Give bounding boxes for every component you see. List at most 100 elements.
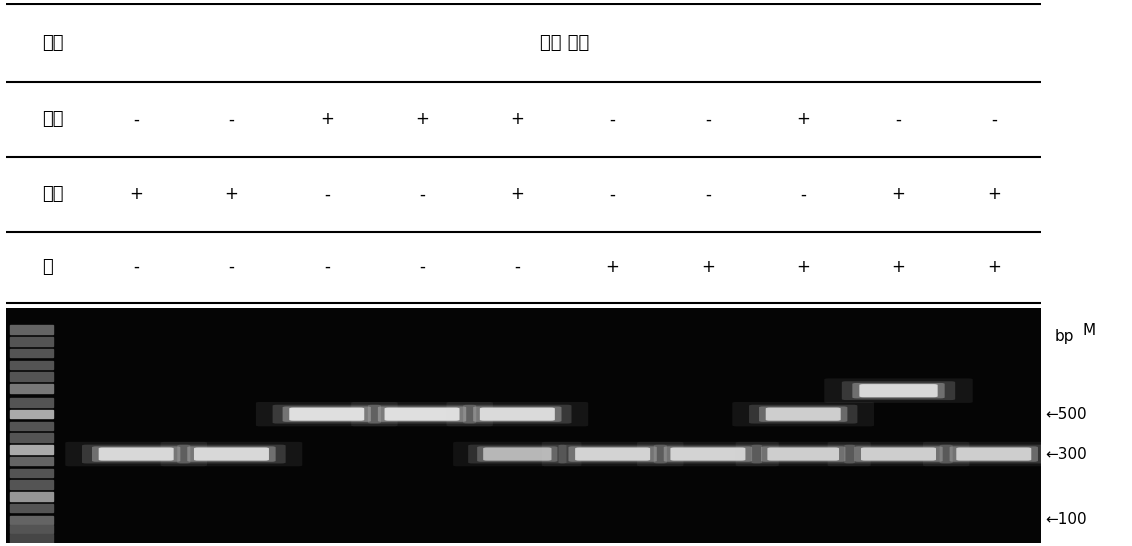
- FancyBboxPatch shape: [469, 444, 566, 464]
- Text: -: -: [800, 186, 806, 204]
- Bar: [9, 457, 53, 465]
- Bar: [9, 325, 53, 334]
- FancyBboxPatch shape: [568, 446, 657, 462]
- FancyBboxPatch shape: [478, 446, 557, 462]
- Text: 연육: 연육: [42, 110, 63, 128]
- FancyBboxPatch shape: [940, 444, 1048, 464]
- FancyBboxPatch shape: [575, 448, 650, 461]
- FancyBboxPatch shape: [855, 446, 943, 462]
- Bar: [9, 337, 53, 346]
- Text: +: +: [415, 110, 429, 128]
- Bar: [1077, 515, 1121, 524]
- FancyBboxPatch shape: [844, 444, 953, 464]
- Text: +: +: [511, 110, 524, 128]
- FancyBboxPatch shape: [194, 448, 269, 461]
- FancyBboxPatch shape: [351, 402, 492, 426]
- Text: bp: bp: [1054, 329, 1073, 344]
- FancyBboxPatch shape: [368, 405, 477, 424]
- Text: -: -: [705, 110, 711, 128]
- Bar: [9, 445, 53, 454]
- FancyBboxPatch shape: [842, 381, 955, 400]
- FancyBboxPatch shape: [957, 448, 1031, 461]
- Bar: [9, 535, 53, 543]
- Bar: [1077, 468, 1121, 477]
- Bar: [9, 515, 53, 524]
- Text: -: -: [705, 186, 711, 204]
- Text: -: -: [324, 258, 329, 276]
- Bar: [9, 525, 53, 533]
- Text: ←300: ←300: [1046, 447, 1088, 461]
- Bar: [1077, 410, 1121, 418]
- FancyBboxPatch shape: [453, 442, 582, 466]
- FancyBboxPatch shape: [256, 402, 397, 426]
- FancyBboxPatch shape: [765, 407, 841, 421]
- Text: -: -: [324, 186, 329, 204]
- Text: -: -: [419, 258, 424, 276]
- Bar: [1077, 372, 1121, 381]
- FancyBboxPatch shape: [161, 442, 302, 466]
- Text: +: +: [987, 258, 1001, 276]
- Text: 돼지: 돼지: [42, 186, 63, 204]
- FancyBboxPatch shape: [82, 444, 190, 464]
- FancyBboxPatch shape: [637, 442, 779, 466]
- FancyBboxPatch shape: [827, 442, 969, 466]
- Bar: [1077, 504, 1121, 512]
- Text: +: +: [224, 186, 239, 204]
- Bar: [9, 492, 53, 501]
- Text: -: -: [229, 258, 234, 276]
- Text: +: +: [796, 110, 811, 128]
- Text: -: -: [610, 186, 616, 204]
- Text: -: -: [514, 258, 521, 276]
- FancyBboxPatch shape: [558, 444, 667, 464]
- Bar: [9, 410, 53, 418]
- FancyBboxPatch shape: [92, 446, 180, 462]
- FancyBboxPatch shape: [761, 446, 846, 462]
- FancyBboxPatch shape: [178, 444, 285, 464]
- Bar: [1077, 480, 1121, 489]
- Text: +: +: [129, 186, 143, 204]
- Text: 닭: 닭: [42, 258, 53, 276]
- Bar: [1077, 325, 1121, 334]
- Bar: [9, 398, 53, 407]
- Text: -: -: [419, 186, 424, 204]
- Bar: [9, 504, 53, 512]
- Text: M: M: [1082, 323, 1096, 337]
- Bar: [1077, 398, 1121, 407]
- Text: ←100: ←100: [1046, 512, 1088, 527]
- Text: 구분: 구분: [42, 34, 63, 52]
- Text: +: +: [320, 110, 334, 128]
- FancyBboxPatch shape: [378, 406, 466, 422]
- Bar: [1077, 535, 1121, 543]
- Text: -: -: [134, 110, 139, 128]
- Text: +: +: [987, 186, 1001, 204]
- FancyBboxPatch shape: [446, 402, 589, 426]
- Text: +: +: [892, 186, 906, 204]
- Bar: [1077, 525, 1121, 533]
- Bar: [9, 384, 53, 393]
- FancyBboxPatch shape: [732, 402, 874, 426]
- Bar: [1077, 422, 1121, 430]
- FancyBboxPatch shape: [542, 442, 684, 466]
- FancyBboxPatch shape: [749, 405, 857, 424]
- Bar: [1077, 492, 1121, 501]
- Text: ←500: ←500: [1046, 407, 1088, 422]
- Bar: [9, 480, 53, 489]
- FancyBboxPatch shape: [736, 442, 871, 466]
- Text: -: -: [610, 110, 616, 128]
- FancyBboxPatch shape: [463, 405, 572, 424]
- Text: -: -: [895, 110, 901, 128]
- Bar: [1077, 384, 1121, 393]
- FancyBboxPatch shape: [670, 448, 745, 461]
- Text: +: +: [701, 258, 714, 276]
- Bar: [9, 360, 53, 369]
- FancyBboxPatch shape: [760, 406, 848, 422]
- Bar: [1077, 349, 1121, 357]
- FancyBboxPatch shape: [273, 405, 381, 424]
- FancyBboxPatch shape: [663, 446, 752, 462]
- FancyBboxPatch shape: [767, 448, 839, 461]
- Text: +: +: [796, 258, 811, 276]
- Text: 원료 함유: 원료 함유: [540, 34, 590, 52]
- Text: +: +: [606, 258, 619, 276]
- Bar: [1077, 445, 1121, 454]
- FancyBboxPatch shape: [752, 444, 855, 464]
